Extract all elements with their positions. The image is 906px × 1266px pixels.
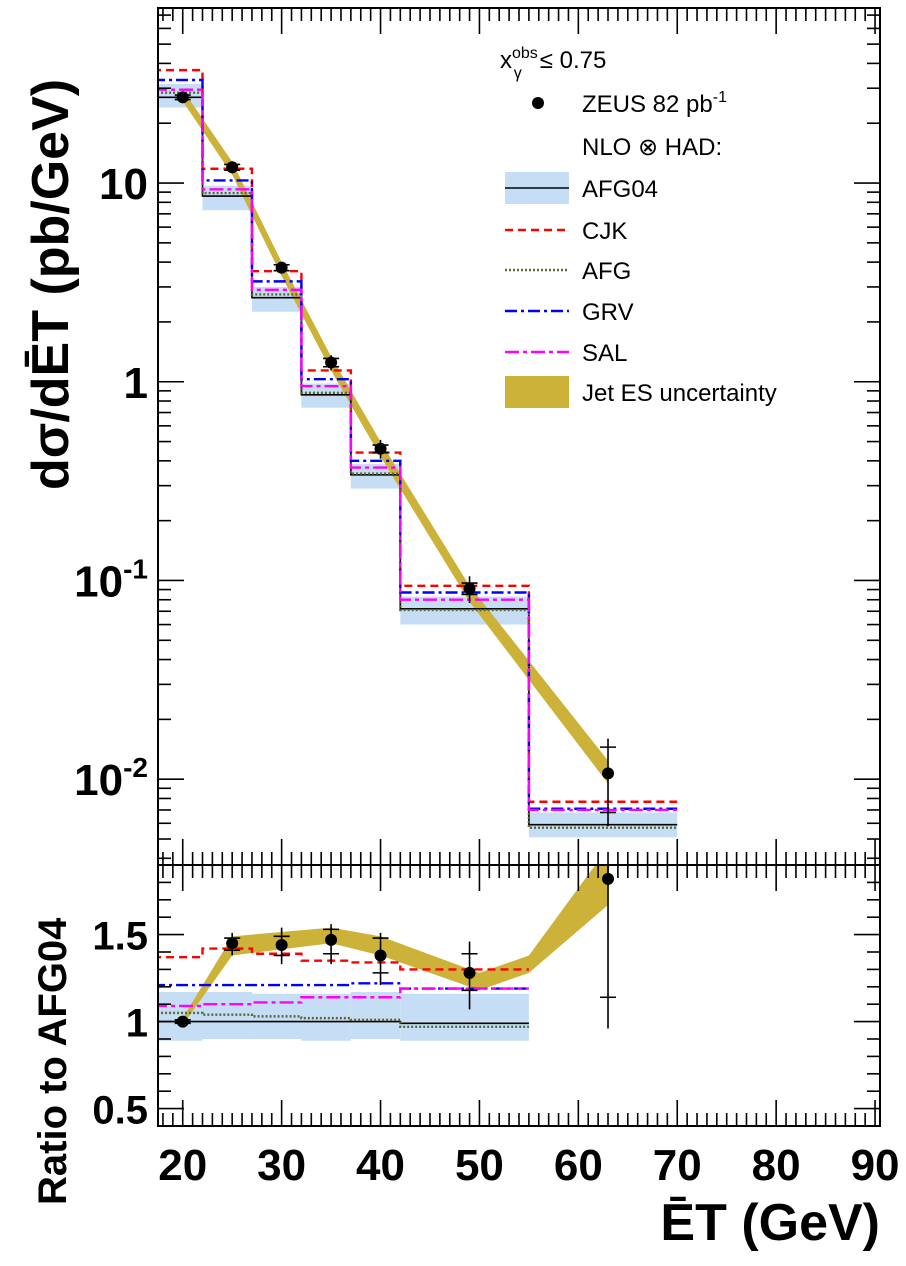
top-panel: 10-2 10-1 1 10 — [74, 7, 881, 866]
top-y-tick-label: 10-2 — [74, 752, 148, 805]
bottom-y-axis-title: Ratio to AFG04 — [31, 917, 75, 1205]
bottom-series-afg — [158, 1011, 529, 1029]
bottom-data-point — [374, 949, 387, 962]
legend-entry-label: GRV — [582, 299, 634, 326]
x-axis-title: ĒT (GeV) — [660, 1194, 880, 1252]
bottom-plot-area — [158, 865, 617, 1041]
bottom-panel: 20 30 40 50 60 70 80 90 0.5 1 1.5 — [92, 8, 900, 1190]
bottom-data-point — [602, 872, 615, 885]
top-y-tick-label: 10 — [99, 160, 148, 209]
bottom-data-point — [463, 966, 476, 979]
top-data-point — [226, 161, 239, 174]
bottom-data-point — [275, 939, 288, 952]
x-tick-label: 20 — [158, 1141, 207, 1190]
top-series-afg — [158, 91, 678, 829]
legend-nlo-label: NLO ⊗ HAD: — [582, 134, 722, 161]
legend: xobs γ ≤ 0.75 ZEUS 82 pb-1 NLO ⊗ HAD: AFG04 CJ… — [500, 45, 777, 408]
top-y-axis-title: dσ/dĒT (pb/GeV) — [22, 79, 80, 490]
legend-entry-label: CJK — [582, 218, 627, 245]
top-data-point — [176, 91, 189, 104]
bottom-afg04-band-bin — [400, 993, 529, 1041]
legend-entry-label: Jet ES uncertainty — [582, 380, 777, 407]
legend-data-marker — [532, 97, 544, 109]
top-data-point — [463, 582, 476, 595]
legend-entry-label: AFG — [582, 258, 631, 285]
legend-header: xobs γ ≤ 0.75 — [500, 45, 606, 82]
top-jet-es-band — [182, 89, 609, 784]
top-frame — [157, 7, 881, 866]
bottom-series-cjk — [158, 947, 529, 971]
bottom-y-tick-label: 1.5 — [92, 915, 148, 959]
x-tick-label: 50 — [455, 1141, 504, 1190]
bottom-jet-es-band — [182, 865, 609, 1026]
x-tick-label: 70 — [653, 1141, 702, 1190]
bottom-y-tick-label: 0.5 — [92, 1089, 148, 1133]
bottom-data-point — [325, 933, 338, 946]
top-data-point — [374, 442, 387, 455]
bottom-afg04-band-bin — [350, 992, 401, 1039]
legend-jet-es-swatch — [505, 376, 569, 408]
top-data-point — [602, 767, 615, 780]
top-data-point — [275, 261, 288, 274]
legend-entry-label: SAL — [582, 340, 627, 367]
x-tick-label: 40 — [356, 1141, 405, 1190]
x-tick-label: 60 — [554, 1141, 603, 1190]
top-series-afg04 — [158, 96, 678, 826]
top-y-tick-label: 1 — [124, 359, 148, 408]
top-series-cjk — [158, 68, 678, 803]
x-tick-label: 90 — [851, 1141, 900, 1190]
top-series-sal — [158, 88, 678, 812]
x-tick-label: 30 — [257, 1141, 306, 1190]
top-data-point — [325, 356, 338, 369]
x-tick-label: 80 — [752, 1141, 801, 1190]
bottom-y-tick-label: 1 — [126, 1002, 148, 1046]
legend-entry-label: AFG04 — [582, 176, 658, 203]
legend-data-label: ZEUS 82 pb-1 — [582, 89, 727, 118]
top-y-tick-label: 10-1 — [74, 553, 148, 606]
bottom-series-sal — [158, 987, 529, 1008]
top-plot-area — [158, 68, 678, 838]
bottom-data-point — [226, 937, 239, 950]
